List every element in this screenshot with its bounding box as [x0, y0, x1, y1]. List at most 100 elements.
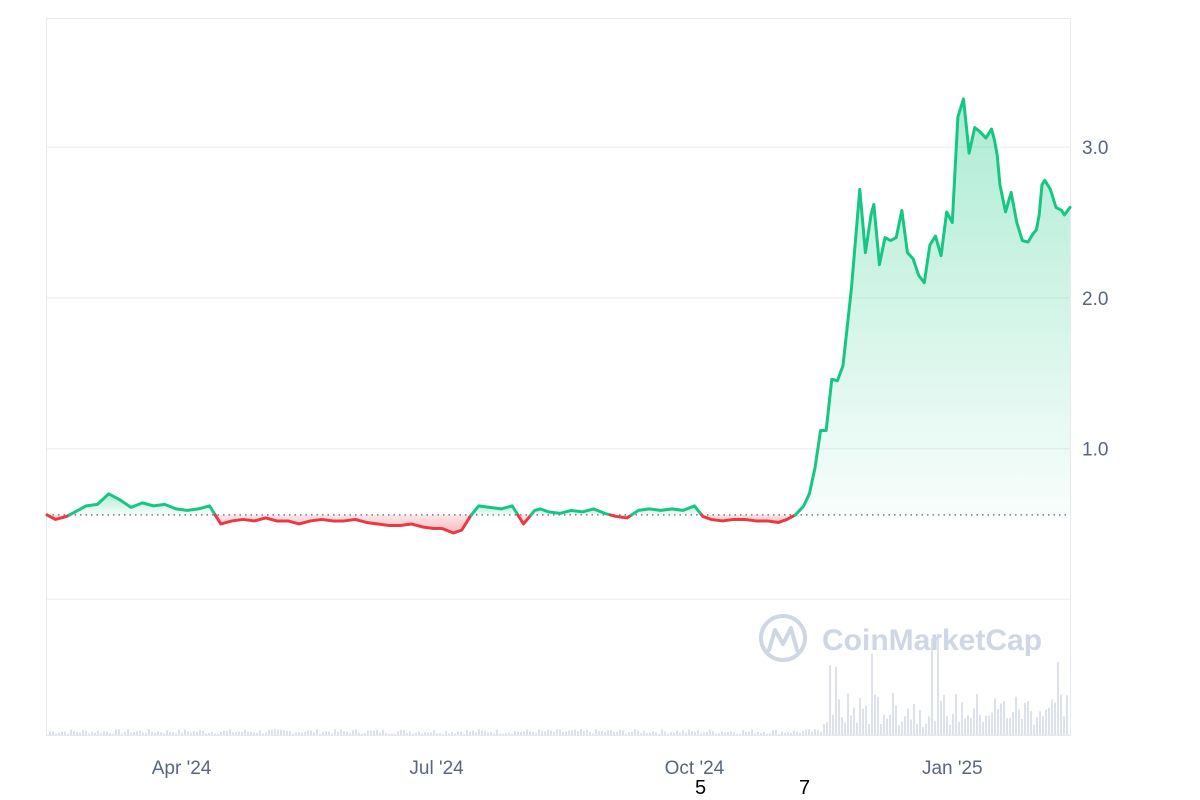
volume-bar — [286, 730, 288, 735]
volume-bar — [199, 730, 201, 735]
volume-bar — [526, 729, 528, 735]
volume-bar — [574, 729, 576, 735]
volume-bar — [307, 730, 309, 735]
volume-bar — [772, 730, 774, 735]
volume-bar — [136, 731, 138, 735]
volume-bar — [820, 731, 822, 735]
volume-bar — [409, 731, 411, 735]
volume-bar — [568, 730, 570, 735]
volume-bar — [553, 731, 555, 735]
volume-bar — [442, 733, 444, 735]
volume-bar — [115, 729, 117, 735]
volume-bar — [262, 733, 264, 735]
volume-bar — [502, 733, 504, 735]
line-below-baseline — [700, 513, 797, 524]
volume-bar — [157, 731, 159, 735]
volume-bar — [616, 731, 618, 735]
volume-bar — [628, 732, 630, 735]
volume-bar — [838, 699, 840, 735]
volume-bar — [541, 730, 543, 735]
volume-bar — [466, 730, 468, 735]
volume-bar — [964, 718, 966, 735]
volume-bar — [538, 729, 540, 735]
volume-bar — [556, 729, 558, 735]
volume-bar — [775, 729, 777, 735]
volume-bar — [664, 731, 666, 735]
volume-bar — [961, 702, 963, 735]
volume-bar — [970, 718, 972, 735]
volume-bar — [928, 716, 930, 735]
y-tick-label: 3.0 — [1082, 138, 1108, 159]
volume-bar — [154, 732, 156, 735]
volume-bar — [703, 732, 705, 735]
volume-bar — [601, 730, 603, 735]
volume-bar — [1045, 709, 1047, 735]
volume-bar — [559, 729, 561, 735]
volume-bar — [454, 733, 456, 735]
volume-bar — [982, 721, 984, 735]
volume-bar — [1057, 662, 1059, 735]
volume-bar — [994, 698, 996, 735]
volume-bar — [868, 723, 870, 735]
volume-bar — [862, 708, 864, 735]
volume-bar — [652, 731, 654, 735]
volume-bar — [904, 716, 906, 735]
volume-bar — [874, 694, 876, 735]
volume-bar — [988, 715, 990, 735]
volume-bar — [370, 730, 372, 735]
volume-bar — [97, 730, 99, 735]
volume-bar — [625, 733, 627, 735]
volume-bar — [457, 731, 459, 735]
watermark-text: CoinMarketCap — [822, 624, 1042, 657]
volume-bar — [757, 731, 759, 735]
volume-bar — [796, 731, 798, 735]
volume-bars — [49, 633, 1068, 735]
volume-bar — [160, 732, 162, 735]
volume-bar — [361, 733, 363, 735]
volume-bar — [202, 730, 204, 735]
volume-bar — [352, 730, 354, 735]
volume-bar — [373, 730, 375, 735]
volume-bar — [193, 730, 195, 735]
volume-bar — [217, 733, 219, 735]
volume-bar — [943, 695, 945, 735]
volume-bar — [529, 731, 531, 735]
volume-bar — [658, 733, 660, 735]
volume-bar — [397, 731, 399, 735]
volume-bar — [640, 733, 642, 735]
volume-bar — [751, 729, 753, 735]
volume-bar — [433, 730, 435, 735]
volume-bar — [727, 731, 729, 735]
plot-frame — [46, 18, 1071, 736]
volume-bar — [646, 733, 648, 735]
area-above-baseline — [795, 98, 1070, 515]
volume-bar — [445, 730, 447, 735]
volume-bar — [331, 733, 333, 735]
volume-bar — [427, 732, 429, 735]
volume-bar — [169, 732, 171, 735]
volume-bar — [940, 700, 942, 735]
volume-bar — [391, 733, 393, 735]
volume-bar — [277, 729, 279, 735]
volume-bar — [1024, 702, 1026, 735]
line-below-baseline — [213, 513, 473, 535]
volume-bar — [52, 731, 54, 735]
volume-bar — [667, 733, 669, 735]
volume-bar — [166, 730, 168, 735]
volume-bar — [469, 731, 471, 735]
volume-bar — [214, 733, 216, 735]
volume-bar — [49, 731, 51, 735]
volume-bar — [145, 733, 147, 735]
volume-bar — [514, 730, 516, 735]
line-above-baseline — [529, 507, 612, 517]
volume-bar — [1063, 716, 1065, 735]
volume-bar — [985, 715, 987, 735]
volume-bar — [718, 733, 720, 735]
volume-bar — [934, 721, 936, 735]
volume-bar — [349, 733, 351, 735]
volume-bar — [946, 716, 948, 735]
volume-bar — [448, 733, 450, 735]
volume-bar — [709, 729, 711, 735]
price-area — [47, 98, 1070, 534]
